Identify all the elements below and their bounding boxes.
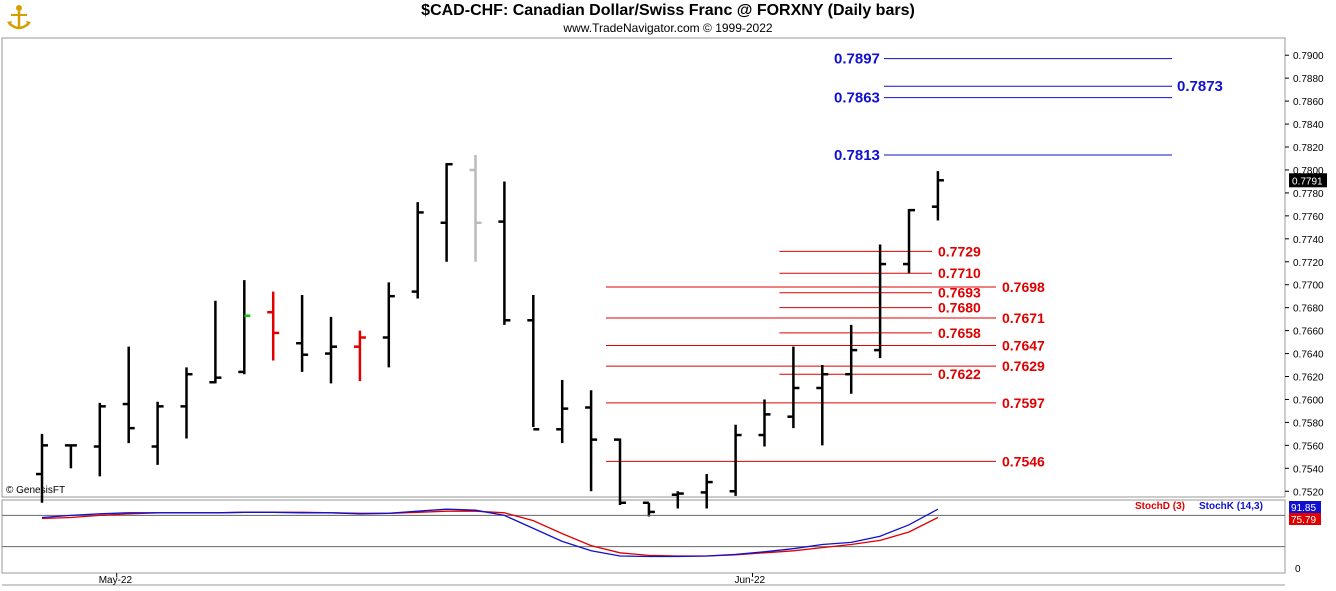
ohlc-bar xyxy=(671,491,684,509)
ohlc-bar xyxy=(787,346,800,429)
ohlc-bar xyxy=(758,399,771,447)
target-level-label: 0.7813 xyxy=(834,147,880,164)
stochK-line xyxy=(41,508,939,558)
price-tick-label: 0.7740 xyxy=(1293,235,1324,246)
price-tick-label: 0.7720 xyxy=(1293,258,1324,269)
ohlc-bar xyxy=(816,365,829,446)
ohlc-bar xyxy=(585,390,598,492)
price-tick-label: 0.7700 xyxy=(1293,281,1324,292)
stochD-legend: StochD (3) xyxy=(1135,501,1185,512)
price-tick-label: 0.7800 xyxy=(1293,166,1324,177)
ohlc-bar xyxy=(238,280,251,375)
current-price-label: 0.7791 xyxy=(1292,176,1323,187)
ohlc-bar xyxy=(93,402,106,477)
fib-level-label: 0.7680 xyxy=(938,300,981,316)
ohlc-bar xyxy=(642,501,655,517)
ohlc-bar xyxy=(209,300,222,384)
ohlc-bar xyxy=(440,162,453,262)
fib-level-label: 0.7710 xyxy=(938,265,981,281)
stochD-value-tag xyxy=(1289,513,1321,525)
copyright-label: © GenesisFT xyxy=(6,485,66,496)
price-tick-label: 0.7880 xyxy=(1293,74,1324,85)
price-tick-label: 0.7620 xyxy=(1293,373,1324,384)
fib-level-label: 0.7658 xyxy=(938,325,981,341)
target-level-label: 0.7873 xyxy=(1177,78,1223,95)
trade-navigator-logo-icon xyxy=(7,5,31,30)
price-tick-label: 0.7820 xyxy=(1293,143,1324,154)
price-tick-label: 0.7580 xyxy=(1293,418,1324,429)
ohlc-bar xyxy=(122,346,135,444)
fib-level-label: 0.7622 xyxy=(938,366,981,382)
ohlc-bar xyxy=(180,367,193,439)
fib-level-label: 0.7698 xyxy=(1002,279,1045,295)
ohlc-bar xyxy=(325,316,337,384)
price-tick-label: 0.7660 xyxy=(1293,327,1324,338)
target-level-label: 0.7897 xyxy=(834,51,880,68)
ohlc-bar xyxy=(931,171,944,221)
ohlc-bar xyxy=(64,444,77,469)
ohlc-bar xyxy=(614,438,626,506)
price-tick-label: 0.7520 xyxy=(1293,487,1324,498)
ohlc-bar xyxy=(498,181,511,325)
time-tick-label: May-22 xyxy=(99,575,133,586)
ohlc-bar xyxy=(903,208,915,274)
fib-level-label: 0.7597 xyxy=(1002,395,1045,411)
price-tick-label: 0.7840 xyxy=(1293,120,1324,131)
ohlc-bar xyxy=(729,424,742,496)
stochK-value-label: 91.85 xyxy=(1291,503,1316,514)
price-tick-label: 0.7900 xyxy=(1293,51,1324,62)
ohlc-bar xyxy=(874,244,887,359)
price-panel-frame xyxy=(1,37,1286,498)
ohlc-bar xyxy=(469,155,482,262)
ohlc-bar xyxy=(556,379,569,444)
price-tick-label: 0.7780 xyxy=(1293,189,1324,200)
chart-subtitle: www.TradeNavigator.com © 1999-2022 xyxy=(563,21,773,35)
stochD-line xyxy=(41,510,939,557)
ohlc-bar xyxy=(527,295,540,431)
price-tick-label: 0.7860 xyxy=(1293,97,1324,108)
chart-title: $CAD-CHF: Canadian Dollar/Swiss Franc @ … xyxy=(421,2,915,19)
fib-level-label: 0.7729 xyxy=(938,243,981,259)
stochastic-zero-label: 0 xyxy=(1295,564,1301,575)
fib-level-label: 0.7693 xyxy=(938,285,981,301)
time-tick-label: Jun-22 xyxy=(735,575,766,586)
stochK-legend: StochK (14,3) xyxy=(1199,501,1263,512)
ohlc-bar xyxy=(411,202,424,299)
fib-level-label: 0.7546 xyxy=(1002,453,1045,469)
stochastic-panel-frame xyxy=(1,499,1286,574)
price-tick-label: 0.7560 xyxy=(1293,441,1324,452)
ohlc-bar xyxy=(151,401,164,465)
fib-level-label: 0.7647 xyxy=(1002,338,1045,354)
ohlc-bar xyxy=(700,474,713,509)
price-tick-label: 0.7760 xyxy=(1293,212,1324,223)
price-tick-label: 0.7540 xyxy=(1293,464,1324,475)
ohlc-bar xyxy=(845,324,858,394)
price-tick-label: 0.7640 xyxy=(1293,350,1324,361)
stochD-value-label: 75.79 xyxy=(1291,515,1316,526)
ohlc-bar xyxy=(267,291,280,361)
current-price-tag xyxy=(1289,173,1327,188)
ohlc-bar xyxy=(353,330,366,382)
ohlc-bar xyxy=(36,433,48,503)
stochK-value-tag xyxy=(1289,501,1321,513)
fib-level-label: 0.7629 xyxy=(1002,358,1045,374)
fib-level-label: 0.7671 xyxy=(1002,310,1045,326)
ohlc-bar xyxy=(382,282,395,368)
price-tick-label: 0.7680 xyxy=(1293,304,1324,315)
target-level-label: 0.7863 xyxy=(834,90,880,107)
ohlc-bar xyxy=(296,295,309,372)
price-tick-label: 0.7600 xyxy=(1293,395,1324,406)
